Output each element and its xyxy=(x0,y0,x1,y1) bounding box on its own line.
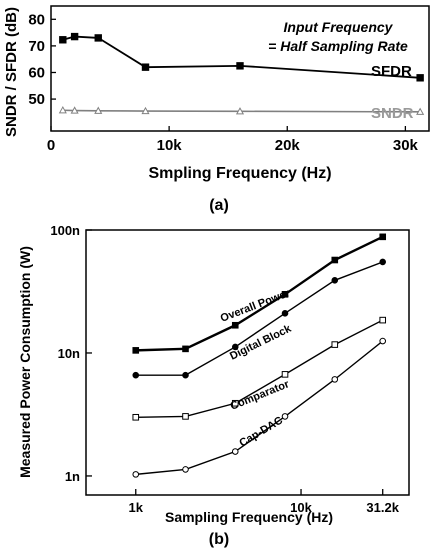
panel-a-y-tick-label: 50 xyxy=(28,91,45,108)
panel-b-y-axis-label: Measured Power Consumption (W) xyxy=(17,246,33,478)
panel-b-point-cap-dac xyxy=(331,376,339,383)
panel-b-x-tick-label: 10k xyxy=(290,500,312,515)
panel-a-point-sndr xyxy=(416,107,425,115)
panel-b-point-overall-power xyxy=(281,291,289,298)
panel-a-x-tick-label: 30k xyxy=(393,137,419,154)
panel-b-point-overall-power xyxy=(379,233,387,241)
panel-b-point-digital-block xyxy=(331,276,339,284)
panel-a-y-tick-label: 60 xyxy=(28,64,45,81)
panel-b-line-digital-block xyxy=(135,261,383,376)
panel-a-point-sndr xyxy=(141,106,150,115)
panel-b-point-comparator xyxy=(132,413,140,421)
panel-b-point-overall-power xyxy=(231,321,239,329)
panel-a-annotation-line-1: Input Frequency xyxy=(284,19,394,35)
panel-a-axes: 0 10k 20k 30k 50 60 70 80 xyxy=(28,11,418,154)
panel-b-point-digital-block xyxy=(281,310,289,317)
panel-b-point-digital-block xyxy=(182,371,189,379)
panel-a-point-sfdr xyxy=(94,34,102,42)
panel-a-point-sfdr xyxy=(59,36,67,44)
panel-a-series xyxy=(58,32,425,115)
panel-b-x-tick-label: 31.2k xyxy=(366,500,399,515)
panel-a-sndr-label: SNDR xyxy=(371,105,414,122)
panel-b-y-tick-label: 10n xyxy=(58,346,80,361)
panel-a-y-axis-label: SNDR / SFDR (dB) xyxy=(3,7,20,137)
panel-a-x-axis-label: Smpling Frequency (Hz) xyxy=(148,165,331,182)
panel-a-x-tick-label: 20k xyxy=(275,137,301,154)
panel-a-point-sndr xyxy=(70,106,79,114)
panel-b-line-comparator xyxy=(135,319,384,418)
panel-b-line-cap-dac xyxy=(135,340,384,476)
panel-a-point-sfdr xyxy=(141,63,150,71)
panel-a-point-sfdr xyxy=(70,32,79,41)
panel-b-point-digital-block xyxy=(231,343,239,351)
panel-a-point-sfdr xyxy=(236,62,244,70)
panel-b-point-comparator xyxy=(331,341,339,348)
panel-b-point-digital-block xyxy=(379,258,387,266)
panel-a-x-tick-label: 0 xyxy=(47,137,55,154)
panel-a-point-sfdr xyxy=(416,74,424,82)
panel-b-plot-frame xyxy=(85,229,410,496)
panel-b-series xyxy=(132,233,387,478)
panel-b-x-axis-label: Sampling Frequency (Hz) xyxy=(165,509,333,525)
panel-a-annotation-line-2: = Half Sampling Rate xyxy=(268,38,408,54)
panel-a-point-sndr xyxy=(58,106,67,114)
panel-a-y-tick-label: 80 xyxy=(28,11,45,28)
panel-b-line-overall-power xyxy=(135,235,384,352)
panel-a-x-tick-label: 10k xyxy=(157,137,183,154)
panel-b-x-tick-label: 1k xyxy=(129,500,144,515)
panel-a-chart: 0 10k 20k 30k 50 60 70 80 Input Frequency = Hal… xyxy=(3,5,430,214)
panel-a-plot-frame xyxy=(50,5,430,132)
panel-b-point-comparator xyxy=(231,399,239,407)
panel-b-point-overall-power xyxy=(331,256,339,264)
panel-b-point-cap-dac xyxy=(132,471,140,478)
panel-b-point-overall-power xyxy=(132,347,140,354)
panel-b-point-comparator xyxy=(379,316,387,324)
panel-b-axes: 1k 10k 31.2k 1n 10n 100n xyxy=(50,223,399,515)
panel-b-point-comparator xyxy=(281,371,289,378)
panel-b-y-tick-label: 1n xyxy=(65,469,80,484)
panel-a-sfdr-label: SFDR xyxy=(371,63,412,80)
panel-b-point-cap-dac xyxy=(182,466,189,473)
panel-b-label-cap-dac: Cap-DAC xyxy=(237,414,285,449)
panel-b-y-tick-label: 100n xyxy=(50,223,80,238)
panel-a-point-sndr xyxy=(94,106,103,114)
panel-a-caption: (a) xyxy=(209,197,229,214)
panel-b-label-overall-power: Overall Power xyxy=(219,287,292,325)
panel-b-point-digital-block xyxy=(132,371,140,379)
panel-b-point-cap-dac xyxy=(231,448,239,455)
panel-b-point-cap-dac xyxy=(281,413,289,420)
panel-a-point-sndr xyxy=(235,107,245,115)
panel-b-caption: (b) xyxy=(209,531,229,548)
panel-b-point-overall-power xyxy=(182,345,189,353)
panel-a-y-tick-label: 70 xyxy=(28,38,45,55)
panel-b-point-cap-dac xyxy=(379,337,387,345)
panel-b-point-comparator xyxy=(182,413,189,420)
panel-b-label-comparator: Comparator xyxy=(229,378,292,413)
